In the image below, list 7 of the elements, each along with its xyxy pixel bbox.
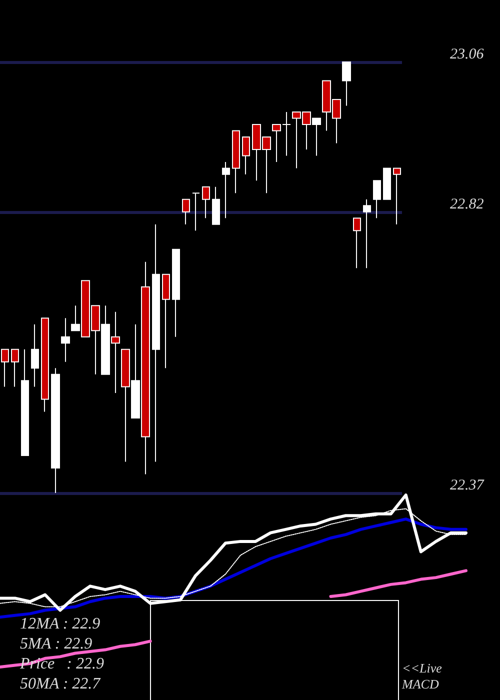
annotation: <<Live MACD bbox=[401, 660, 446, 692]
y-tick-label: 22.82 bbox=[450, 196, 484, 212]
annotation: 12MA : 22.9 bbox=[20, 616, 100, 632]
annotation: 5MA : 22.9 bbox=[20, 636, 92, 652]
text: 50MA : 22.7 bbox=[20, 676, 102, 692]
y-tick-label: 22.37 bbox=[450, 478, 486, 494]
y-tick-label: 23.06 bbox=[450, 46, 484, 62]
